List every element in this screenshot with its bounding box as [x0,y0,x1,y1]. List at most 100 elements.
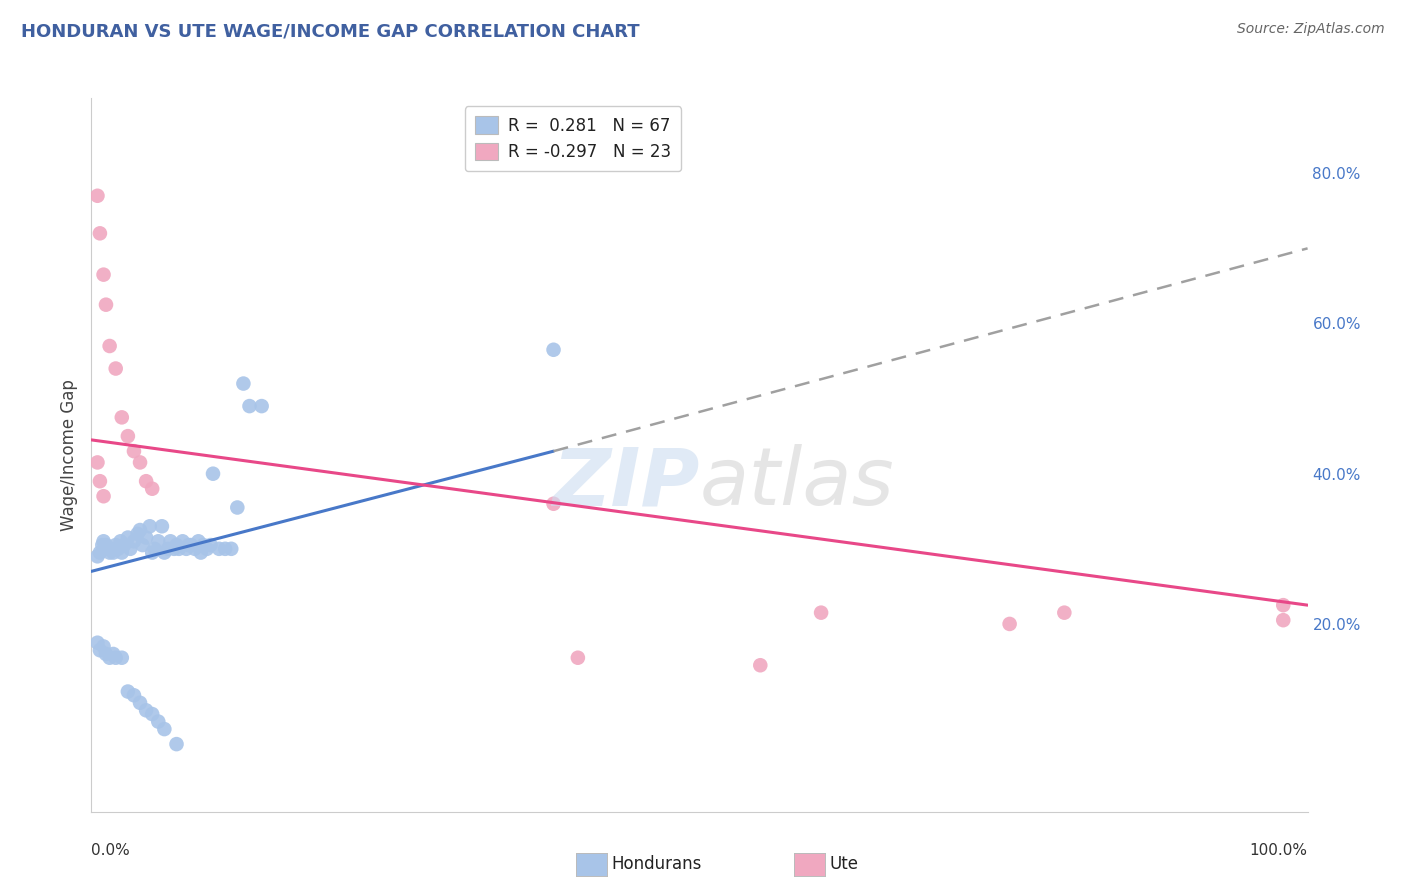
Text: Hondurans: Hondurans [612,855,702,873]
Point [131,538,153,552]
Point [117,531,139,545]
Point [195,541,218,556]
Point [1053,606,1076,620]
Text: Source: ZipAtlas.com: Source: ZipAtlas.com [1237,22,1385,37]
Point [193,538,215,552]
Point [94,538,117,552]
Point [98,650,121,665]
Point [810,606,832,620]
Point [166,538,188,552]
Point [139,519,162,533]
Point [120,541,142,556]
Point [117,429,139,443]
Point [111,410,134,425]
Legend: R =  0.281   N = 67, R = -0.297   N = 23: R = 0.281 N = 67, R = -0.297 N = 23 [464,106,681,171]
Point [110,534,132,549]
Point [93,640,115,654]
Text: ZIP: ZIP [553,444,699,523]
Point [104,538,127,552]
Point [96,541,118,556]
Point [167,541,190,556]
Point [89,227,111,241]
Point [107,541,129,556]
Point [166,737,188,751]
Point [159,534,181,549]
Point [122,534,145,549]
Point [135,531,157,545]
Point [98,339,121,353]
Point [214,541,236,556]
Point [567,650,589,665]
Point [86,636,108,650]
Point [156,541,179,556]
Point [100,541,122,556]
Point [163,541,186,556]
Point [238,399,260,413]
Text: 100.0%: 100.0% [1250,843,1308,858]
Point [148,534,170,549]
Point [135,474,157,488]
Point [153,722,176,736]
Point [1272,598,1295,612]
Point [141,545,163,559]
Point [202,467,225,481]
Point [172,534,194,549]
Point [141,707,163,722]
Point [749,658,772,673]
Point [184,541,207,556]
Point [543,497,565,511]
Point [148,714,170,729]
Y-axis label: Wage/Income Gap: Wage/Income Gap [59,379,77,531]
Point [1272,613,1295,627]
Point [143,541,166,556]
Text: 0.0%: 0.0% [91,843,131,858]
Point [177,538,200,552]
Point [89,474,111,488]
Text: HONDURAN VS UTE WAGE/INCOME GAP CORRELATION CHART: HONDURAN VS UTE WAGE/INCOME GAP CORRELAT… [21,22,640,40]
Point [93,489,115,503]
Point [219,541,242,556]
Point [187,534,209,549]
Point [129,455,152,469]
Point [150,519,173,533]
Text: Ute: Ute [830,855,859,873]
Point [180,538,202,552]
Point [111,650,134,665]
Point [103,545,125,559]
Text: atlas: atlas [699,444,894,523]
Point [153,545,176,559]
Point [122,688,145,702]
Point [127,526,149,541]
Point [208,541,231,556]
Point [250,399,273,413]
Point [98,545,121,559]
Point [174,541,197,556]
Point [93,534,115,549]
Point [543,343,565,357]
Point [135,703,157,717]
Point [200,538,222,552]
Point [89,643,111,657]
Point [112,538,135,552]
Point [86,188,108,202]
Point [129,523,152,537]
Point [93,268,115,282]
Point [998,616,1021,631]
Point [117,684,139,698]
Point [94,647,117,661]
Point [129,696,152,710]
Point [141,482,163,496]
Point [86,549,108,564]
Point [104,650,127,665]
Point [190,545,212,559]
Point [104,361,127,376]
Point [91,538,114,552]
Point [226,500,249,515]
Point [89,545,111,559]
Point [86,455,108,469]
Point [122,444,145,458]
Point [103,647,125,661]
Point [94,298,117,312]
Point [111,545,134,559]
Point [232,376,254,391]
